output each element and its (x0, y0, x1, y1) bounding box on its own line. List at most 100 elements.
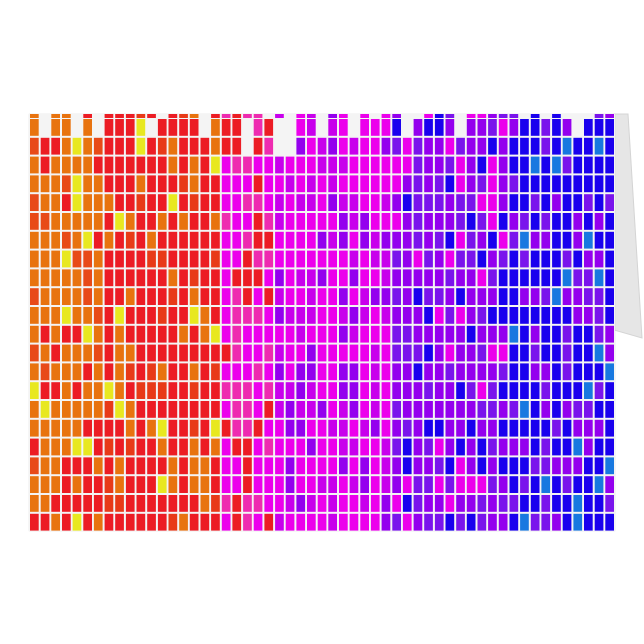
mosaic-tile (125, 250, 135, 268)
mosaic-tile (30, 513, 39, 531)
mosaic-tile (520, 401, 529, 418)
mosaic-tile (168, 325, 178, 343)
mosaic-tile (339, 363, 348, 381)
mosaic-tile (232, 513, 242, 531)
mosaic-tile (285, 495, 295, 512)
mosaic-tile (157, 419, 167, 437)
mosaic-tile (83, 137, 92, 155)
mosaic-tile (93, 438, 103, 456)
mosaic-tile (328, 137, 337, 155)
mosaic-tile (552, 476, 561, 493)
mosaic-tile (253, 513, 263, 531)
mosaic-tile (594, 175, 604, 193)
mosaic-tile (179, 114, 188, 118)
mosaic-tile (360, 419, 369, 437)
mosaic-tile (30, 307, 39, 324)
mosaic-tile (253, 457, 263, 475)
mosaic-tile (232, 119, 242, 136)
mosaic-tile (509, 401, 519, 418)
mosaic-tile (509, 156, 519, 174)
mosaic-tile (488, 438, 497, 456)
mosaic-tile (594, 213, 604, 230)
mosaic-tile (243, 194, 252, 211)
mosaic-tile (413, 288, 423, 305)
mosaic-tile (211, 495, 220, 512)
mosaic-tile (83, 344, 92, 362)
mosaic-tile (62, 419, 71, 437)
mosaic-tile (317, 156, 327, 174)
mosaic-tile (509, 307, 519, 324)
mosaic-tile (211, 269, 220, 287)
mosaic-tile (51, 156, 60, 174)
mosaic-tile (253, 114, 263, 118)
mosaic-tile (147, 401, 156, 418)
mosaic-tile (232, 325, 242, 343)
mosaic-tile (93, 363, 103, 381)
mosaic-tile (594, 307, 604, 324)
mosaic-tile (434, 269, 444, 287)
mosaic-tile (434, 194, 444, 211)
mosaic-tile (456, 438, 465, 456)
mosaic-tile (317, 401, 327, 418)
mosaic-tile (456, 419, 465, 437)
mosaic-tile (104, 457, 114, 475)
mosaic-tile (243, 325, 252, 343)
mosaic-tile (200, 307, 210, 324)
mosaic-tile (104, 137, 114, 155)
mosaic-tile (296, 363, 306, 381)
mosaic-tile (179, 363, 188, 381)
mosaic-tile (72, 175, 82, 193)
mosaic-tile (573, 438, 583, 456)
mosaic-tile (328, 495, 337, 512)
mosaic-tile (541, 325, 551, 343)
mosaic-tile (93, 250, 103, 268)
mosaic-tile (40, 344, 50, 362)
mosaic-tile (360, 175, 369, 193)
mosaic-tile (307, 344, 316, 362)
mosaic-tile (296, 438, 306, 456)
mosaic-tile (232, 307, 242, 324)
mosaic-tile (360, 382, 369, 399)
mosaic-tile (424, 231, 433, 249)
mosaic-tile (402, 401, 412, 418)
mosaic-tile (584, 288, 593, 305)
mosaic-tile (179, 269, 188, 287)
mosaic-tile (413, 476, 423, 493)
mosaic-tile (221, 231, 231, 249)
mosaic-tile (605, 114, 614, 118)
mosaic-tile (562, 269, 572, 287)
mosaic-tile (136, 457, 146, 475)
mosaic-tile (605, 175, 614, 193)
mosaic-tile (328, 419, 337, 437)
mosaic-tile (104, 288, 114, 305)
mosaic-tile (573, 457, 583, 475)
mosaic-tile (253, 476, 263, 493)
mosaic-tile (179, 213, 188, 230)
mosaic-tile (573, 175, 583, 193)
mosaic-tile (317, 363, 327, 381)
mosaic-tile (157, 476, 167, 493)
mosaic-tile (40, 213, 50, 230)
mosaic-tile (477, 325, 487, 343)
mosaic-tile (179, 382, 188, 399)
mosaic-tile (232, 288, 242, 305)
mosaic-tile (93, 419, 103, 437)
mosaic-tile (189, 363, 199, 381)
mosaic-tile (307, 213, 316, 230)
mosaic-tile (541, 307, 551, 324)
mosaic-tile (317, 250, 327, 268)
mosaic-tile (466, 401, 476, 418)
mosaic-tile (509, 438, 519, 456)
mosaic-tile (424, 419, 433, 437)
mosaic-tile (157, 307, 167, 324)
mosaic-tile (466, 476, 476, 493)
mosaic-tile (93, 476, 103, 493)
mosaic-tile (392, 513, 401, 531)
mosaic-tile (136, 231, 146, 249)
mosaic-tile (40, 495, 50, 512)
mosaic-tile (157, 457, 167, 475)
mosaic-tile (434, 137, 444, 155)
mosaic-tile (168, 250, 178, 268)
mosaic-tile (51, 419, 60, 437)
mosaic-tile (424, 137, 433, 155)
